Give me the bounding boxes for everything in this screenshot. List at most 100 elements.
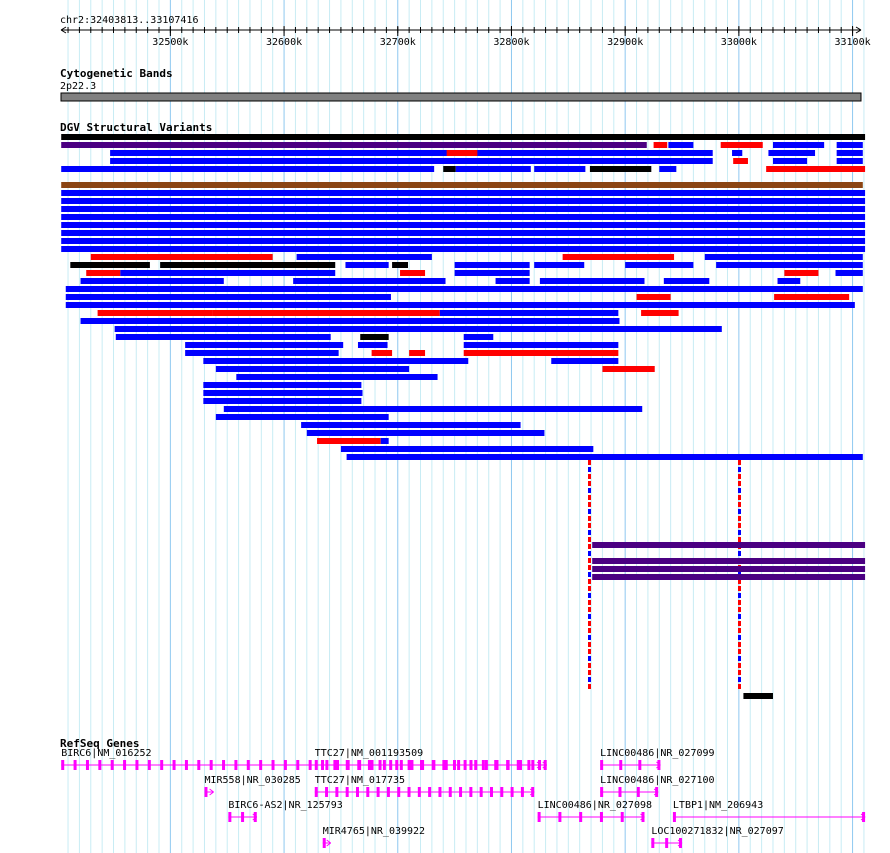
gene-exon	[665, 838, 669, 848]
structural-variant	[588, 677, 591, 682]
structural-variant	[588, 621, 591, 626]
structural-variant	[203, 390, 363, 396]
structural-variant	[588, 586, 591, 591]
ruler-tick-label: 32500k	[152, 37, 188, 48]
structural-variant	[588, 656, 591, 661]
gene-exon	[110, 760, 114, 770]
gene-label[interactable]: MIR558|NR_030285	[204, 775, 301, 786]
gene-label[interactable]: LTBP1|NM_206943	[672, 800, 764, 811]
structural-variant	[738, 635, 741, 640]
gene-ttc27[interactable]	[314, 787, 535, 797]
gene-exon	[679, 838, 683, 848]
gene-label[interactable]: TTC27|NM_017735	[314, 775, 406, 786]
structural-variant	[61, 246, 866, 252]
strand-arrow-icon	[640, 813, 645, 821]
gene-exon	[469, 787, 473, 797]
structural-variant	[236, 374, 438, 380]
gene-exon	[346, 760, 350, 770]
structural-variant	[65, 294, 391, 300]
structural-variant	[738, 551, 741, 556]
gene-exon	[579, 812, 583, 822]
gene-label[interactable]: LOC100271832|NR_027097	[651, 826, 784, 837]
structural-variant	[463, 342, 619, 348]
structural-variant	[588, 551, 591, 556]
structural-variant	[835, 270, 863, 276]
gene-exon	[655, 787, 659, 797]
structural-variant	[61, 238, 866, 244]
gene-exon	[253, 812, 257, 822]
ruler-tick-label: 32900k	[607, 37, 643, 48]
gene-exon	[345, 787, 349, 797]
gene-exon	[184, 760, 188, 770]
structural-variant	[588, 558, 591, 563]
structural-variant	[61, 206, 866, 212]
gene-label[interactable]: LINC00486|NR_027099	[600, 748, 715, 759]
structural-variant	[592, 566, 866, 572]
gene-ltbp1[interactable]	[672, 812, 866, 822]
structural-variant	[836, 158, 863, 164]
structural-variant	[212, 310, 440, 316]
gene-exon	[474, 760, 478, 770]
gene-label[interactable]: LINC00486|NR_027098	[537, 800, 652, 811]
gene-loc100271832[interactable]	[651, 838, 683, 848]
structural-variant	[738, 684, 741, 689]
strand-arrow-icon	[677, 839, 683, 847]
refseq-track-title: RefSeq Genes	[60, 737, 140, 750]
structural-variant	[720, 142, 763, 148]
structural-variant	[743, 693, 773, 699]
gene-linc00486[interactable]	[537, 812, 645, 822]
strand-arrow-icon	[542, 761, 548, 769]
ruler-tick-label: 32800k	[493, 37, 529, 48]
structural-variant	[641, 310, 679, 316]
ruler-tick-label: 33100k	[835, 37, 871, 48]
gene-exon	[314, 787, 318, 797]
gene-exon	[234, 760, 238, 770]
gene-exon	[672, 812, 676, 822]
gene-ttc27[interactable]	[314, 760, 542, 770]
structural-variant	[716, 262, 863, 268]
gene-exon	[123, 760, 127, 770]
gene-linc00486[interactable]	[600, 760, 661, 770]
structural-variant	[539, 278, 645, 284]
gene-label[interactable]: MIR4765|NR_039922	[322, 826, 426, 837]
gene-exon	[228, 812, 232, 822]
gene-label[interactable]: LINC00486|NR_027100	[600, 775, 715, 786]
gene-exon	[172, 760, 176, 770]
gene-exon	[520, 787, 524, 797]
gene-linc00486[interactable]	[600, 787, 659, 797]
structural-variant	[588, 488, 591, 493]
structural-variant	[588, 544, 591, 549]
structural-variant	[738, 460, 741, 465]
gene-exon	[85, 760, 89, 770]
gene-exon	[510, 787, 514, 797]
dgv-track-title: DGV Structural Variants	[60, 121, 213, 134]
structural-variant	[738, 649, 741, 654]
structural-variant	[704, 254, 863, 260]
gene-exon	[336, 760, 340, 770]
structural-variant	[446, 150, 478, 156]
structural-variant	[534, 166, 586, 172]
gene-label[interactable]: TTC27|NM_001193509	[314, 748, 424, 759]
structural-variant	[588, 600, 591, 605]
gene-label[interactable]: BIRC6|NM_016252	[61, 748, 152, 759]
gene-exon	[516, 760, 520, 770]
gene-exon	[651, 838, 655, 848]
gene-mir558[interactable]	[204, 787, 214, 797]
gene-birc6-as2[interactable]	[228, 812, 258, 822]
structural-variant	[534, 262, 585, 268]
structural-variant	[592, 574, 866, 580]
gene-mir4765[interactable]	[322, 838, 331, 848]
gene-exon	[442, 760, 446, 770]
strand-arrow-icon	[536, 761, 542, 769]
gene-exon	[366, 787, 370, 797]
gene-label[interactable]: BIRC6-AS2|NR_125793	[228, 800, 343, 811]
gene-exon	[641, 812, 645, 822]
structural-variant	[588, 607, 591, 612]
structural-variant	[738, 677, 741, 682]
structural-variant	[345, 262, 389, 268]
gene-exon	[463, 760, 467, 770]
structural-variant	[738, 600, 741, 605]
gene-exon	[61, 760, 65, 770]
structural-variant	[61, 134, 866, 140]
